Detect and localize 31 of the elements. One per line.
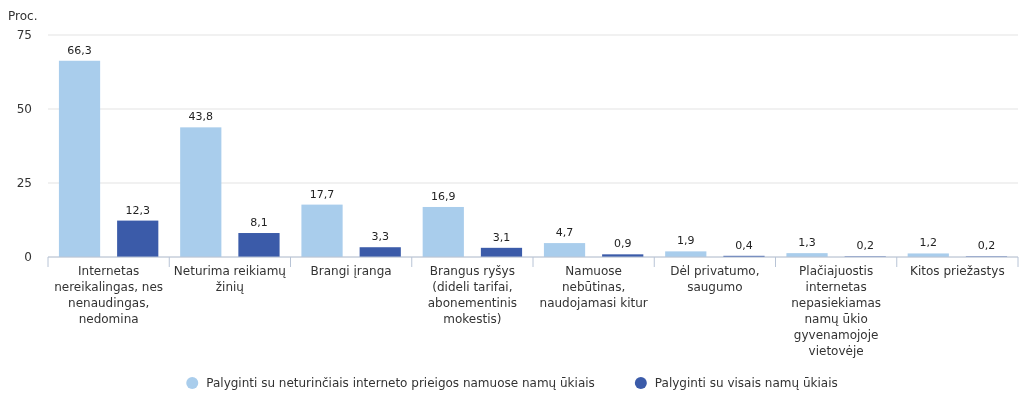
legend-label: Palyginti su visais namų ūkiais	[654, 376, 838, 390]
data-label: 8,1	[250, 216, 268, 230]
legend-label: Palyginti su neturinčiais interneto prieigos namuose namų ūkiais	[206, 376, 595, 390]
x-tick-label: Neturima reikiamų žinių	[173, 264, 287, 294]
data-label: 3,3	[371, 230, 389, 244]
data-label: 3,1	[492, 230, 511, 244]
x-tick-label: Brangus ryšys (dideli tarifai, abonementinis mokestis)	[427, 264, 517, 326]
y-tick-label: 75	[16, 28, 32, 42]
data-label: 1,2	[919, 236, 938, 250]
y-axis-title: Proc.	[8, 9, 38, 23]
x-tick-label: Dėl privatumo, saugumo	[670, 264, 760, 294]
data-label: 1,3	[798, 236, 816, 250]
x-tick-label: Namuose nebūtinas, naudojamasi kitur	[539, 264, 648, 310]
y-tick-label: 25	[16, 176, 32, 190]
data-label: 4,7	[555, 226, 574, 240]
data-label: 12,3	[125, 203, 150, 217]
data-label: 0,4	[735, 238, 753, 252]
data-label: 43,8	[188, 110, 214, 124]
x-tick-label: Internetas nereikalingas, nes nenaudingas, nedomina	[54, 264, 164, 326]
x-tick-label: Plačiajuostis internetas nepasiekiamas namų ūkio gyvenamojoje vietovėje	[791, 264, 882, 358]
data-label: 0,2	[977, 239, 996, 253]
x-tick-label: Kitos priežastys	[910, 264, 1005, 278]
x-tick-label: Brangi įranga	[310, 264, 392, 278]
data-label: 1,9	[677, 234, 695, 248]
data-label: 0,2	[856, 239, 874, 253]
data-label: 66,3	[67, 43, 92, 57]
data-label: 0,9	[613, 237, 632, 251]
data-label: 17,7	[309, 187, 335, 201]
y-tick-label: 0	[24, 250, 32, 264]
y-tick-label: 50	[16, 102, 32, 116]
data-label: 16,9	[431, 189, 456, 203]
